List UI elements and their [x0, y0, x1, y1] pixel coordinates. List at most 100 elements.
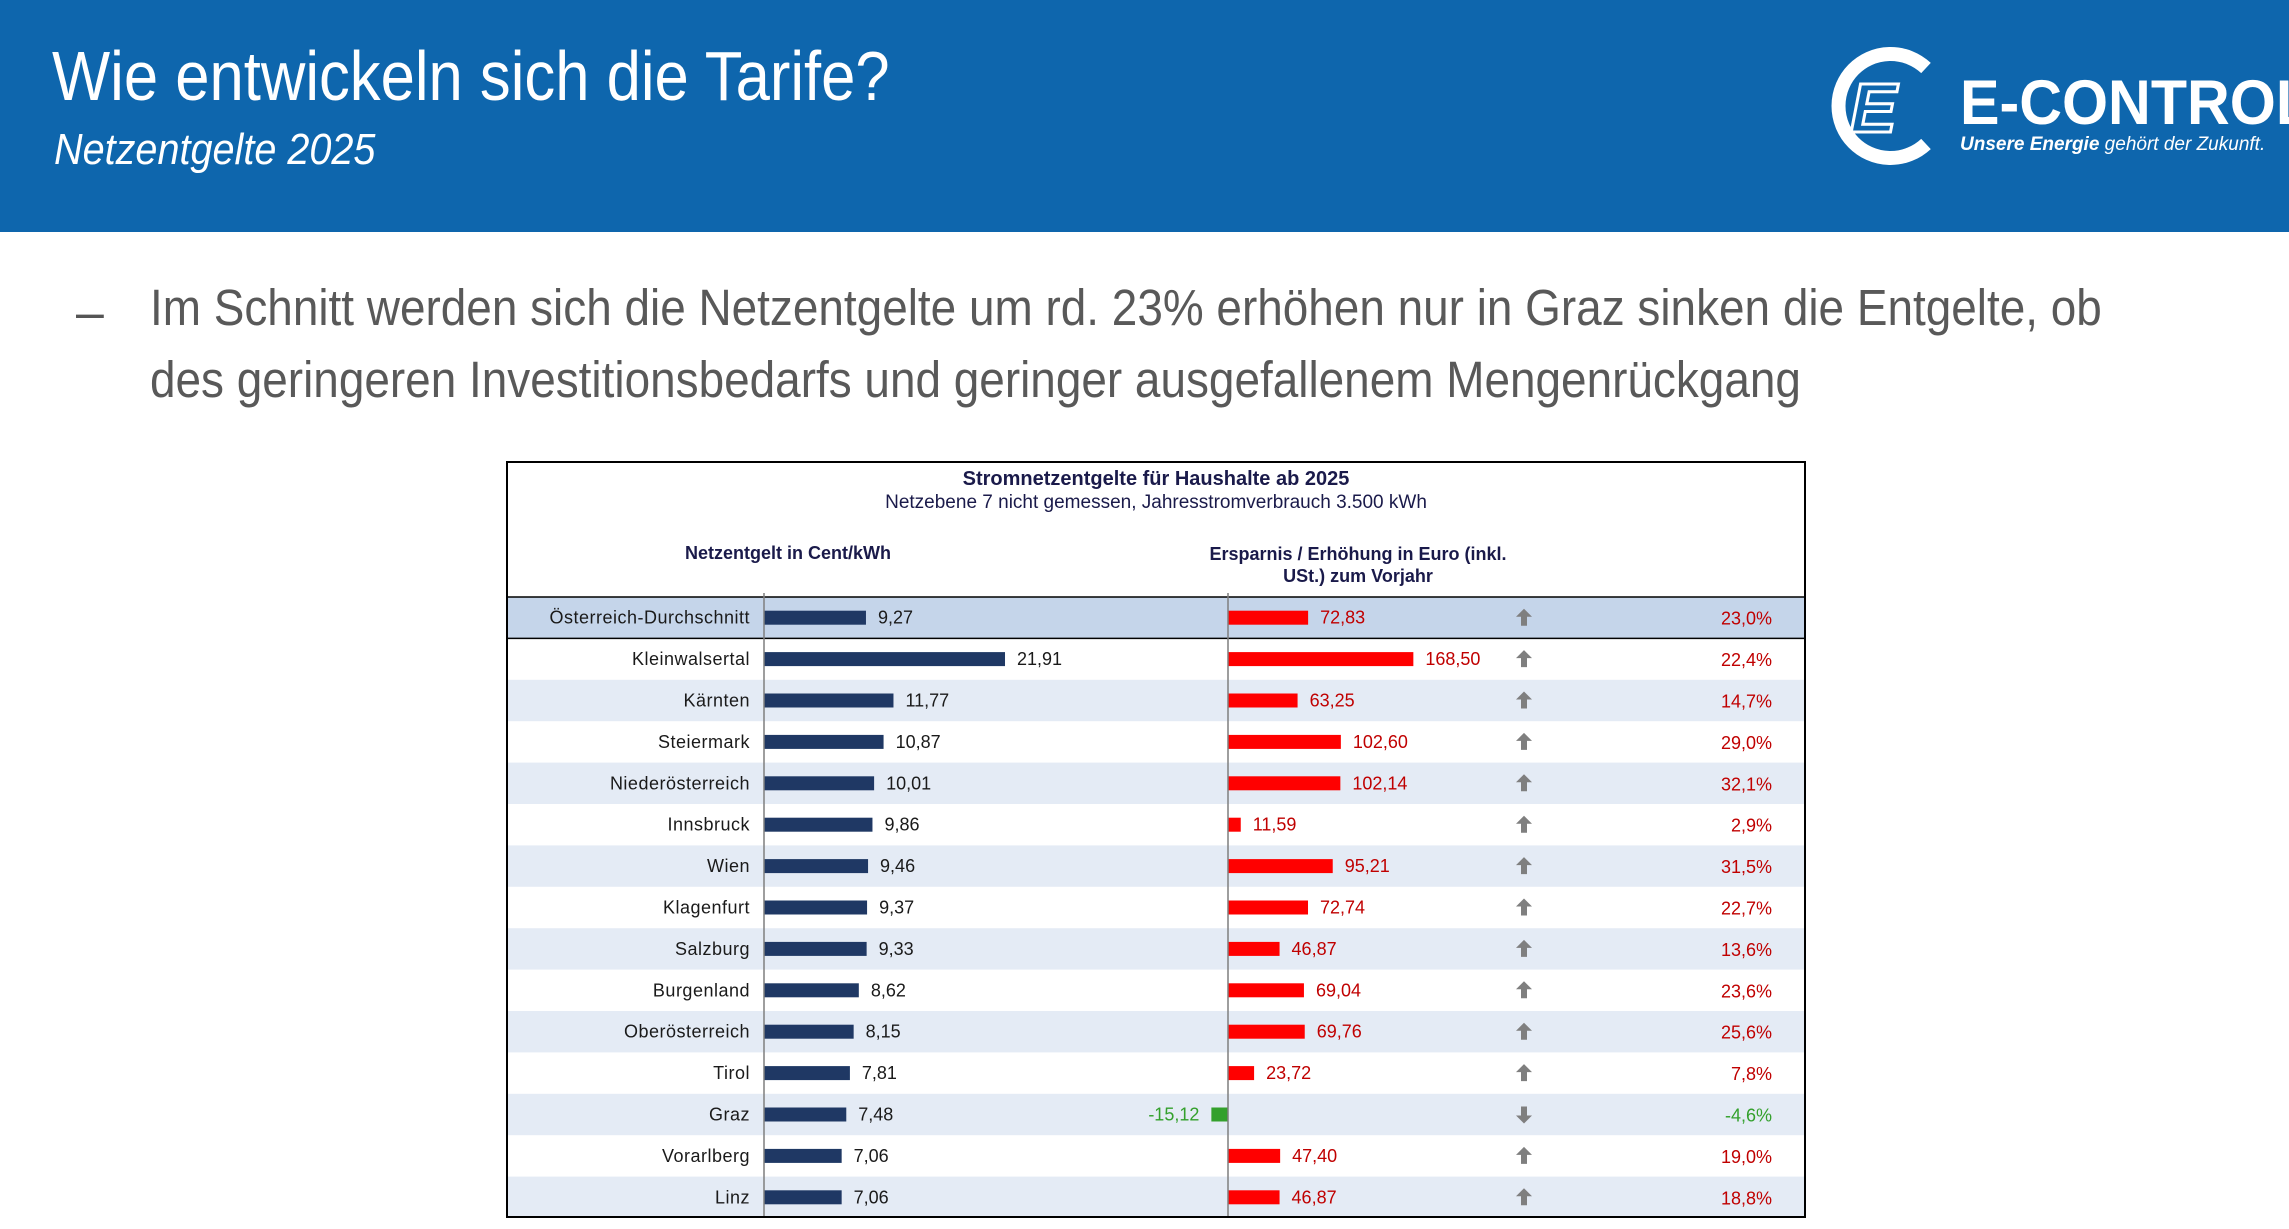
cent-value-label: 10,01 — [886, 773, 931, 793]
cent-bar — [764, 1066, 850, 1081]
arrow-up-icon — [1516, 1188, 1532, 1206]
cent-bar — [764, 776, 875, 791]
euro-value-label: 168,50 — [1425, 649, 1480, 669]
row-label: Graz — [709, 1105, 750, 1125]
euro-value-label: 47,40 — [1292, 1146, 1337, 1166]
cent-value-label: 11,77 — [905, 691, 949, 711]
row-label: Wien — [707, 856, 750, 876]
e-control-logo-icon: E — [1831, 47, 1931, 165]
cent-bar — [764, 983, 859, 998]
header-banner: Wie entwickeln sich die Tarife? Netzentg… — [0, 0, 2289, 232]
row-label: Salzburg — [675, 939, 750, 959]
cent-bar — [764, 941, 867, 956]
chart-title: Stromnetzentgelte für Haushalte ab 2025 — [962, 468, 1350, 490]
arrow-up-icon — [1516, 732, 1532, 750]
left-column-header: Netzentgelt in Cent/kWh — [685, 543, 891, 563]
euro-bar — [1228, 776, 1341, 791]
euro-value-label: 72,74 — [1320, 898, 1365, 918]
arrow-up-icon — [1516, 608, 1532, 626]
euro-bar — [1228, 900, 1309, 915]
row-label: Tirol — [713, 1063, 750, 1083]
percent-change-label: 19,0% — [1721, 1147, 1772, 1167]
euro-value-label: 69,04 — [1316, 980, 1361, 1000]
row-label: Vorarlberg — [662, 1146, 750, 1166]
cent-value-label: 7,48 — [858, 1105, 893, 1125]
cent-value-label: 7,06 — [854, 1187, 889, 1207]
arrow-up-icon — [1516, 981, 1532, 999]
row-label: Kleinwalsertal — [632, 649, 750, 669]
logo-tagline-bold: Unsere Energie — [1960, 134, 2100, 155]
euro-value-label: 23,72 — [1266, 1063, 1311, 1083]
cent-value-label: 8,62 — [871, 980, 906, 1000]
logo-tagline: Unsere Energie gehört der Zukunft. — [1960, 134, 2265, 156]
bullet-line-1: Im Schnitt werden sich die Netzentgelte … — [150, 279, 2102, 336]
cent-value-label: 10,87 — [896, 732, 941, 752]
row-label: Linz — [715, 1187, 750, 1207]
right-column-header-line1: Ersparnis / Erhöhung in Euro (inkl. — [1209, 544, 1507, 564]
euro-value-label: 69,76 — [1317, 1022, 1362, 1042]
cent-bar — [764, 817, 873, 832]
page-title: Wie entwickeln sich die Tarife? — [52, 37, 890, 115]
chart-plot-area: Österreich-Durchschnitt 9,27 72,83 23,0% Kle… — [508, 593, 1804, 1216]
percent-change-label: 29,0% — [1721, 733, 1772, 753]
right-column-header: Ersparnis / Erhöhung in Euro (inkl. USt.… — [1108, 543, 1608, 587]
bullet-dash: – — [76, 284, 104, 340]
cent-value-label: 9,27 — [878, 608, 913, 628]
arrow-up-icon — [1516, 1022, 1532, 1040]
cent-value-label: 21,91 — [1017, 649, 1062, 669]
percent-change-label: 13,6% — [1721, 940, 1772, 960]
cent-bar — [764, 1024, 854, 1039]
euro-value-label: 95,21 — [1345, 856, 1390, 876]
euro-value-label: 46,87 — [1292, 939, 1337, 959]
row-label: Oberösterreich — [624, 1022, 750, 1042]
row-label: Burgenland — [653, 980, 750, 1000]
cent-bar — [764, 652, 1006, 667]
euro-bar — [1228, 1190, 1280, 1205]
euro-value-label: 102,14 — [1352, 773, 1407, 793]
percent-change-label: 31,5% — [1721, 857, 1772, 877]
row-background — [508, 762, 1804, 804]
euro-bar — [1211, 1107, 1228, 1122]
svg-text:E: E — [1850, 69, 1899, 147]
percent-change-label: 32,1% — [1721, 774, 1772, 794]
cent-value-label: 9,86 — [884, 815, 919, 835]
percent-change-label: 18,8% — [1721, 1188, 1772, 1208]
page-subtitle: Netzentgelte 2025 — [54, 125, 376, 174]
cent-value-label: 9,46 — [880, 856, 915, 876]
cent-bar — [764, 610, 866, 625]
row-background — [508, 1011, 1804, 1053]
euro-bar — [1228, 941, 1280, 956]
arrow-down-icon — [1516, 1106, 1532, 1124]
tariff-chart: Stromnetzentgelte für Haushalte ab 2025 … — [506, 461, 1806, 1218]
cent-bar — [764, 1148, 842, 1163]
arrow-up-icon — [1516, 857, 1532, 875]
row-background — [508, 928, 1804, 970]
percent-change-label: 23,6% — [1721, 981, 1772, 1001]
percent-change-label: 7,8% — [1731, 1064, 1772, 1084]
euro-value-label: 72,83 — [1320, 608, 1365, 628]
percent-change-label: 14,7% — [1721, 692, 1772, 712]
euro-bar — [1228, 652, 1414, 667]
euro-value-label: 46,87 — [1292, 1187, 1337, 1207]
logo-tagline-rest: gehört der Zukunft. — [2099, 134, 2266, 155]
e-control-logo: E E-CONTROL Unsere Energie gehört der Zu… — [1830, 46, 2289, 166]
row-background — [508, 597, 1804, 639]
row-label: Kärnten — [683, 691, 750, 711]
euro-bar — [1228, 859, 1333, 874]
euro-value-label: 102,60 — [1353, 732, 1408, 752]
percent-change-label: 23,0% — [1721, 609, 1772, 629]
cent-value-label: 8,15 — [866, 1022, 901, 1042]
row-label: Steiermark — [658, 732, 751, 752]
row-label: Klagenfurt — [663, 898, 750, 918]
cent-value-label: 9,33 — [879, 939, 914, 959]
row-background — [508, 679, 1804, 722]
arrow-up-icon — [1516, 650, 1532, 668]
right-column-header-line2: USt.) zum Vorjahr — [1283, 566, 1433, 586]
arrow-up-icon — [1516, 691, 1532, 709]
cent-value-label: 7,81 — [862, 1063, 897, 1083]
cent-bar — [764, 693, 894, 708]
euro-bar — [1228, 1066, 1255, 1081]
percent-change-label: 2,9% — [1731, 816, 1772, 836]
cent-value-label: 9,37 — [879, 898, 914, 918]
euro-bar — [1228, 1024, 1305, 1039]
